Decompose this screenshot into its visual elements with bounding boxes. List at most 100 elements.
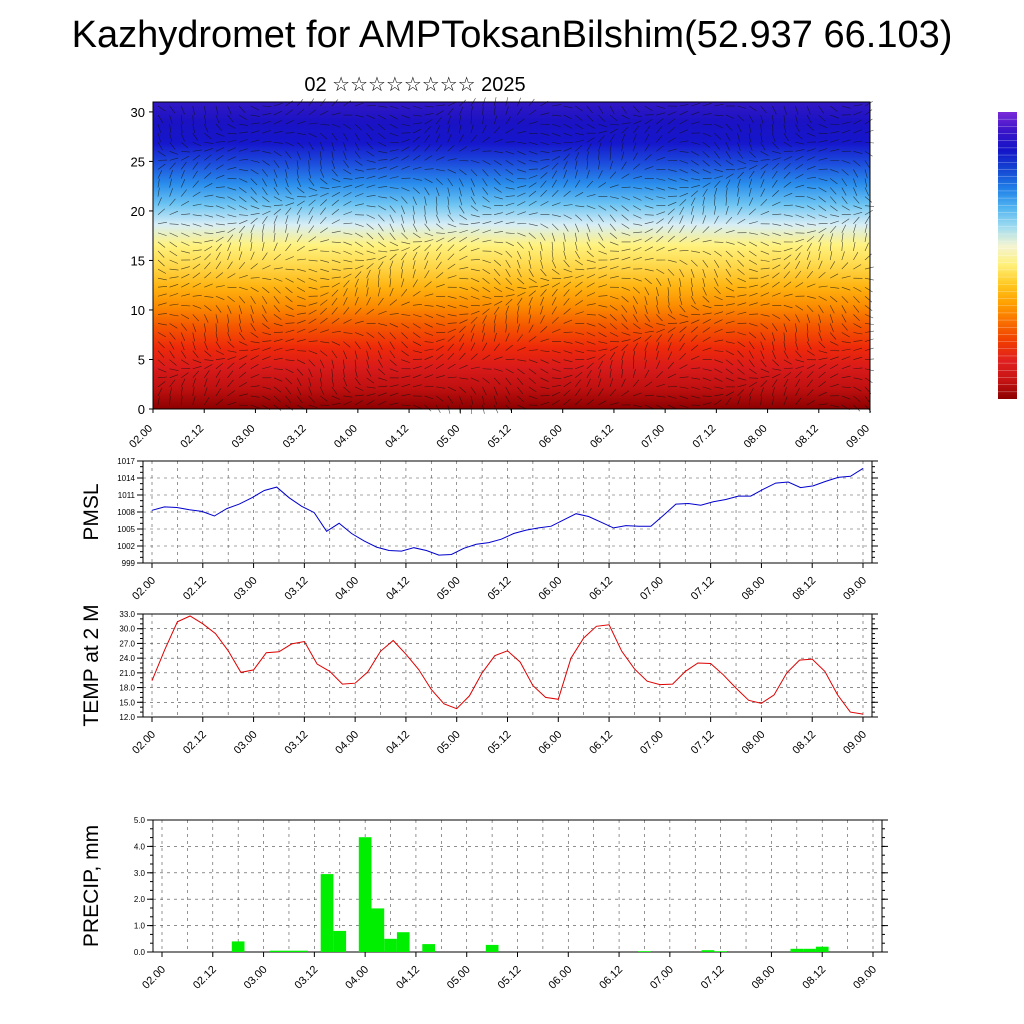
wind-barb [239,158,249,161]
wind-barb [169,332,176,340]
wind-barb [783,305,793,309]
wind-barb [714,169,724,173]
wind-barb [621,351,625,360]
wind-barb [169,162,176,170]
wind-barb [737,167,747,170]
wind-barb [609,196,619,199]
wind-barb [482,229,492,234]
wind-barb [598,284,608,288]
wind-barb [853,340,863,342]
wind-barb [169,142,176,150]
x-tick-label: 05.00 [445,964,473,992]
wind-barb [517,386,524,395]
x-tick-label: 06.12 [588,423,616,451]
wind-barb [366,184,376,188]
wind-barb [505,368,514,374]
wind-barb [609,241,619,246]
wind-barb [772,170,778,179]
wind-barb [401,232,408,240]
wind-barb [459,229,468,234]
wind-barb [320,250,330,252]
wind-barb [633,247,642,252]
wind-barb [447,231,457,234]
precip-bar [396,932,410,952]
wind-barb [389,368,399,373]
x-tick-label: 02.00 [130,729,158,757]
x-tick-label: 04.12 [394,964,422,992]
wind-barb [389,359,397,366]
wind-barb [366,214,375,219]
wind-barb [598,214,604,223]
wind-barb [853,323,862,329]
wind-barb [354,177,365,179]
wind-barb [667,342,672,351]
wind-barb [656,112,666,116]
wind-barb [772,368,782,371]
wind-barb [830,220,839,225]
wind-barb [830,225,837,234]
wind-barb [795,132,803,140]
wind-barb [563,331,573,333]
wind-barb [204,246,213,252]
wind-barb [772,350,776,360]
wind-barb [586,214,593,222]
wind-barb [354,287,358,297]
wind-barb [551,241,554,251]
wind-barb [285,305,294,310]
wind-barb [180,179,186,188]
wind-barb [505,298,513,306]
wind-barb [667,296,670,306]
wind-barb [540,189,548,197]
wind-barb [424,105,434,108]
wind-barb [296,151,301,160]
wind-barb [192,350,199,358]
wind-barb [771,341,775,351]
wind-barb [389,232,396,241]
wind-barb [575,341,584,345]
wind-barb [331,178,341,183]
wind-barb [795,387,800,397]
wind-barb [459,325,466,333]
wind-barb [435,395,444,402]
wind-barb [262,223,265,233]
wind-barb [725,160,734,166]
wind-barb [644,305,648,314]
wind-barb [609,266,619,270]
wind-barb [748,387,754,397]
wind-barb [737,206,743,215]
wind-barb [841,341,851,344]
wind-barb [552,141,561,145]
wind-barb [389,350,396,359]
wind-barb [829,332,837,340]
wind-barb [783,254,792,261]
wind-barb [725,114,735,119]
wind-barb [424,395,434,400]
wind-barb [343,178,353,180]
wind-barb [296,295,306,300]
wind-barb [204,370,210,378]
wind-barb [215,147,225,152]
wind-barb [633,404,643,408]
wind-barb [679,376,689,379]
wind-barb [239,275,248,279]
wind-barb [412,279,418,288]
wind-barb [575,365,584,370]
wind-barb [192,223,202,227]
wind-barb [609,323,617,330]
wind-barb [598,360,604,369]
wind-barb [795,314,800,323]
wind-barb [772,201,781,206]
wind-barb [378,196,388,199]
wind-barb [795,397,802,406]
wind-barb [238,332,245,340]
wind-barb [470,342,476,351]
wind-barb [748,208,757,215]
wind-barb [772,379,778,388]
wind-barb [737,142,741,151]
wind-barb [273,386,282,393]
wind-barb [748,341,755,350]
chart-title: Kazhydromet for AMPToksanBilshim(52.937 … [71,14,953,56]
wind-barb [656,135,663,143]
wind-barb [517,259,521,269]
